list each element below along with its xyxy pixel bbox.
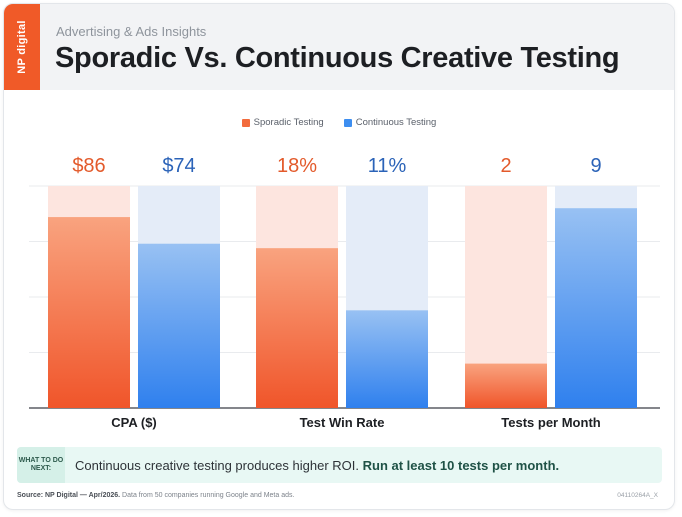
category-label: CPA ($) (111, 415, 157, 430)
data-label-sporadic: 2 (500, 155, 511, 177)
data-label-sporadic: 18% (277, 155, 317, 177)
header: NP digital Advertising & Ads Insights Sp… (4, 4, 674, 90)
data-label-continuous: 9 (590, 155, 601, 177)
legend-swatch-sporadic (241, 118, 250, 127)
bar-sporadic (256, 248, 338, 408)
data-label-continuous: 11% (368, 155, 407, 177)
legend-item-continuous: Continuous Testing (343, 117, 437, 128)
legend-label-sporadic: Sporadic Testing (253, 117, 324, 128)
category-label: Tests per Month (501, 415, 600, 430)
bar-sporadic (465, 363, 547, 408)
what-to-do-tag: WHAT TO DO NEXT: (17, 447, 65, 483)
infographic-card: NP digital Advertising & Ads Insights Sp… (3, 3, 675, 510)
reference-code: 04110264A_X (617, 492, 658, 499)
bar-chart: $86 $74 CPA ($) 18% 11% Test Win Rate 2 9 Tests … (29, 155, 660, 430)
brand-logo: NP digital (4, 4, 40, 90)
kicker-text: Advertising & Ads Insights (56, 24, 207, 39)
data-label-continuous: $74 (162, 155, 195, 177)
source-note: Source: NP Digital — Apr/2026. Data from… (17, 492, 294, 499)
chart-legend: Sporadic Testing Continuous Testing (4, 117, 674, 128)
page-title: Sporadic Vs. Continuous Creative Testing (55, 42, 620, 74)
source-text: Data from 50 companies running Google an… (122, 492, 295, 499)
bar-continuous (555, 208, 637, 408)
bar-continuous (346, 310, 428, 408)
data-label-sporadic: $86 (72, 155, 105, 177)
bar-continuous (138, 243, 220, 408)
callout-main-text: Continuous creative testing produces hig… (75, 458, 359, 473)
callout-text: Continuous creative testing produces hig… (75, 458, 559, 473)
source-label: Source: NP Digital — Apr/2026. (17, 492, 121, 499)
legend-item-sporadic: Sporadic Testing (241, 117, 324, 128)
legend-swatch-continuous (343, 118, 352, 127)
legend-label-continuous: Continuous Testing (355, 117, 437, 128)
what-to-do-callout: WHAT TO DO NEXT: Continuous creative tes… (17, 447, 662, 483)
bar-sporadic (48, 217, 130, 408)
callout-emphasis-text: Run at least 10 tests per month. (362, 458, 560, 473)
category-label: Test Win Rate (300, 415, 385, 430)
